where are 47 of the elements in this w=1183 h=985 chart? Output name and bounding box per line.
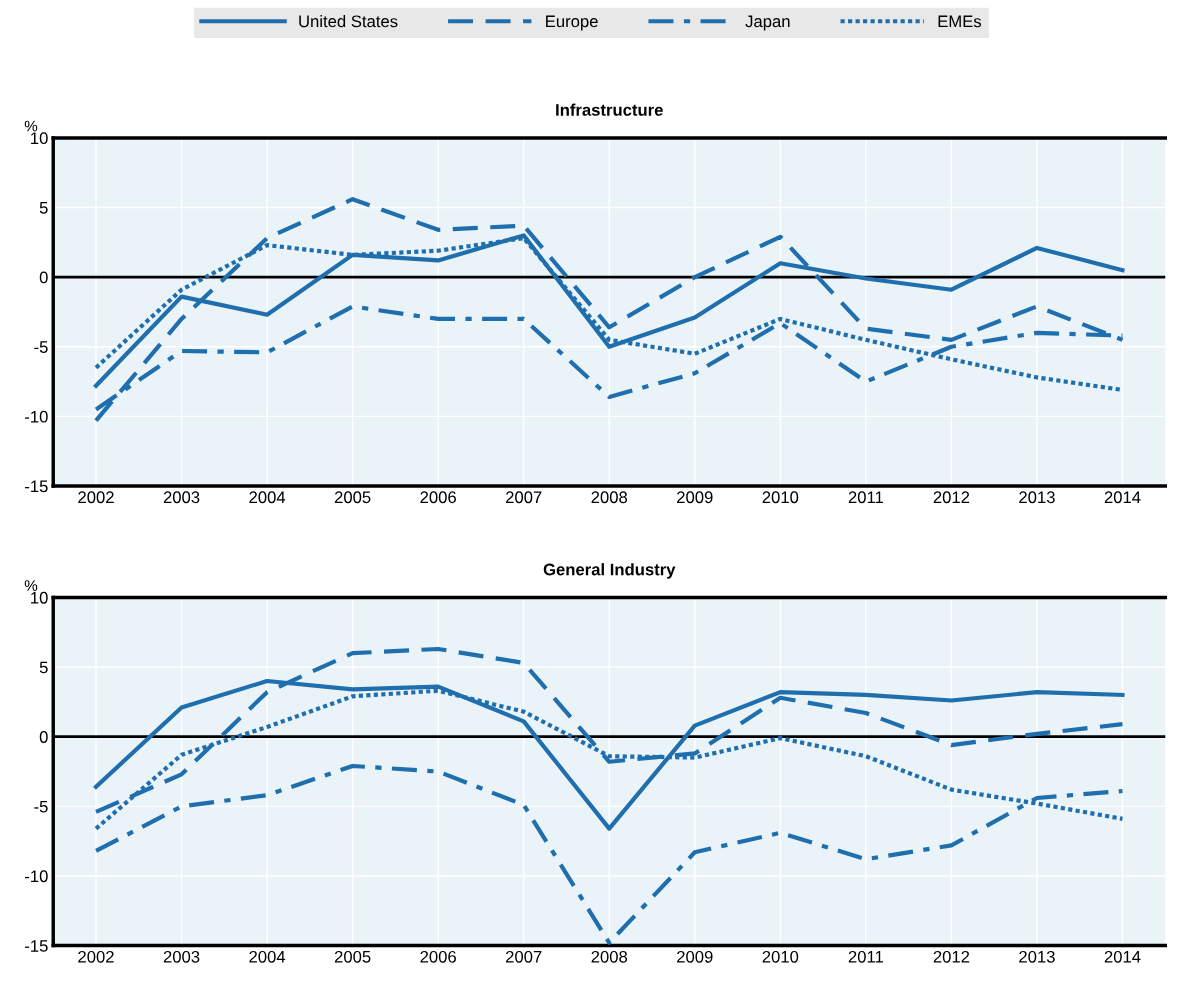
x-tick-label: 2010 [762, 950, 799, 963]
x-tick-label: 2009 [677, 950, 713, 963]
y-tick-label: -15 [25, 480, 48, 493]
x-tick-label: 2004 [249, 950, 286, 963]
x-tick-label: 2012 [933, 491, 970, 504]
y-tick-label: -10 [25, 870, 48, 883]
y-axis-title: % [24, 580, 38, 591]
x-tick-label: 2002 [78, 950, 114, 963]
legend-label: EMEs [938, 15, 982, 28]
y-tick-label: 10 [31, 591, 48, 604]
x-tick-label: 2014 [1104, 491, 1141, 504]
y-tick-label: 5 [39, 202, 48, 214]
y-tick-label: -5 [34, 341, 48, 353]
legend-label: United States [299, 15, 398, 28]
x-tick-label: 2010 [762, 491, 799, 504]
y-tick-label: 0 [39, 731, 48, 743]
x-tick-label: 2009 [677, 491, 713, 504]
x-tick-label: 2012 [933, 950, 970, 963]
x-tick-label: 2006 [420, 491, 456, 504]
line-series [93, 197, 1125, 423]
x-tick-label: 2011 [848, 491, 883, 504]
y-tick-label: 0 [39, 271, 48, 284]
y-tick-label: -10 [25, 410, 48, 423]
x-tick-label: 2007 [506, 491, 542, 504]
chart-title: Infrastructure [556, 103, 663, 116]
y-axis-title: % [24, 120, 38, 132]
x-tick-label: 2005 [334, 491, 371, 504]
y-tick-label: -5 [34, 800, 48, 813]
x-tick-label: 2002 [78, 491, 114, 504]
x-tick-label: 2003 [163, 491, 200, 504]
x-tick-label: 2008 [591, 950, 628, 963]
y-tick-label: 10 [31, 132, 48, 145]
x-tick-label: 2004 [249, 491, 286, 504]
x-tick-label: 2011 [848, 950, 883, 963]
x-tick-label: 2013 [1019, 950, 1055, 963]
x-tick-label: 2013 [1019, 491, 1055, 504]
x-tick-label: 2007 [506, 950, 542, 963]
x-tick-label: 2014 [1104, 950, 1141, 963]
x-tick-label: 2006 [420, 950, 456, 963]
legend-label: Europe [546, 15, 598, 31]
x-tick-label: 2003 [163, 950, 200, 963]
legend-label: Japan [745, 15, 790, 31]
chart-title: General Industry [543, 563, 676, 579]
x-tick-label: 2008 [591, 491, 628, 504]
x-tick-label: 2005 [334, 950, 371, 963]
y-tick-label: -15 [25, 940, 48, 952]
y-tick-label: 5 [39, 661, 48, 674]
